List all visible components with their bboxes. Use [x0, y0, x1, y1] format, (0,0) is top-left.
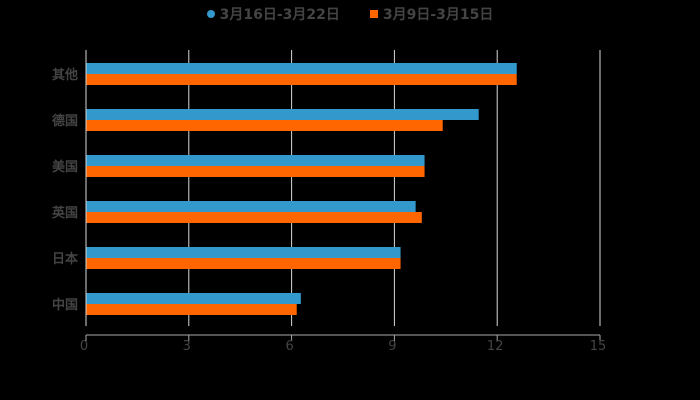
y-category-label: 英国 [51, 205, 78, 221]
bar-series-1 [86, 247, 401, 258]
bar-series-1 [86, 155, 425, 166]
x-tick-label: 9 [388, 339, 396, 354]
bar-series-1 [86, 109, 479, 120]
x-tick-label: 15 [590, 339, 607, 354]
y-category-label: 日本 [52, 251, 78, 267]
bar-series-1 [86, 201, 416, 212]
y-category-label: 美国 [52, 159, 78, 175]
chart-legend: 3月16日-3月22日 3月9日-3月15日 [0, 4, 700, 24]
bar-series-2 [86, 120, 443, 131]
legend-item-series-2[interactable]: 3月9日-3月15日 [369, 4, 494, 24]
bar-series-2 [86, 258, 401, 269]
x-tick-label: 6 [285, 339, 293, 354]
x-tick-label: 3 [183, 339, 191, 354]
bar-series-2 [86, 166, 425, 177]
legend-square-icon [369, 10, 378, 18]
legend-circle-icon [206, 10, 215, 18]
legend-label: 3月16日-3月22日 [219, 7, 340, 23]
legend-item-series-1[interactable]: 3月16日-3月22日 [206, 4, 340, 24]
legend-label: 3月9日-3月15日 [382, 7, 494, 23]
y-category-label: 中国 [52, 297, 78, 313]
bar-series-1 [86, 63, 517, 74]
bar-series-2 [86, 304, 297, 315]
bar-series-1 [86, 293, 301, 304]
bar-series-2 [86, 212, 422, 223]
y-category-label: 其他 [52, 67, 78, 83]
x-tick-label: 12 [487, 339, 504, 354]
bar-series-2 [86, 74, 517, 85]
y-category-label: 德国 [52, 113, 78, 129]
x-tick-label: 0 [80, 339, 88, 354]
